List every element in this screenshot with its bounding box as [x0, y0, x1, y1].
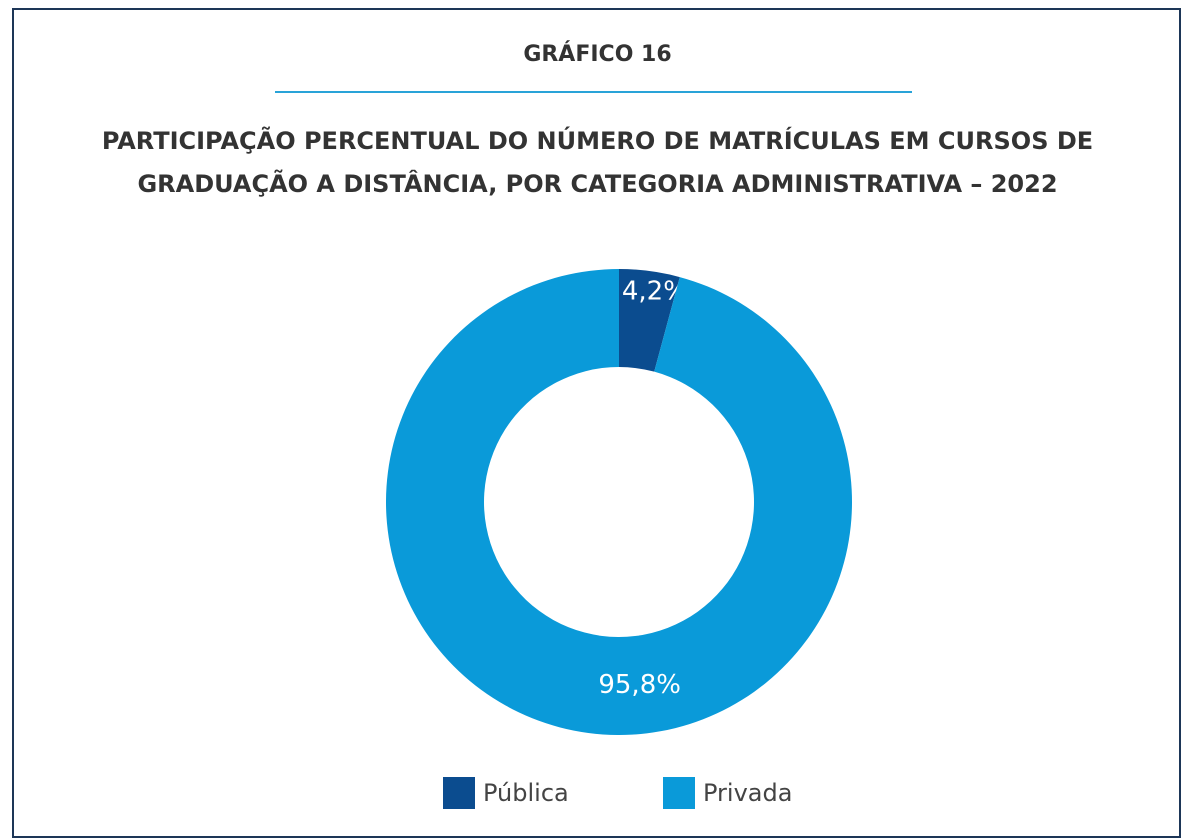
legend-label: Privada — [703, 779, 792, 807]
chart-subtitle: PARTICIPAÇÃO PERCENTUAL DO NÚMERO DE MAT… — [101, 127, 1094, 198]
legend-swatch — [663, 777, 695, 809]
slice — [385, 269, 852, 736]
legend-swatch — [443, 777, 475, 809]
slice — [619, 269, 680, 372]
chart-title: GRÁFICO 16 — [523, 42, 672, 67]
legend-label: Pública — [483, 779, 569, 807]
title-rule — [275, 91, 912, 93]
value-label: 95,8% — [598, 670, 681, 700]
